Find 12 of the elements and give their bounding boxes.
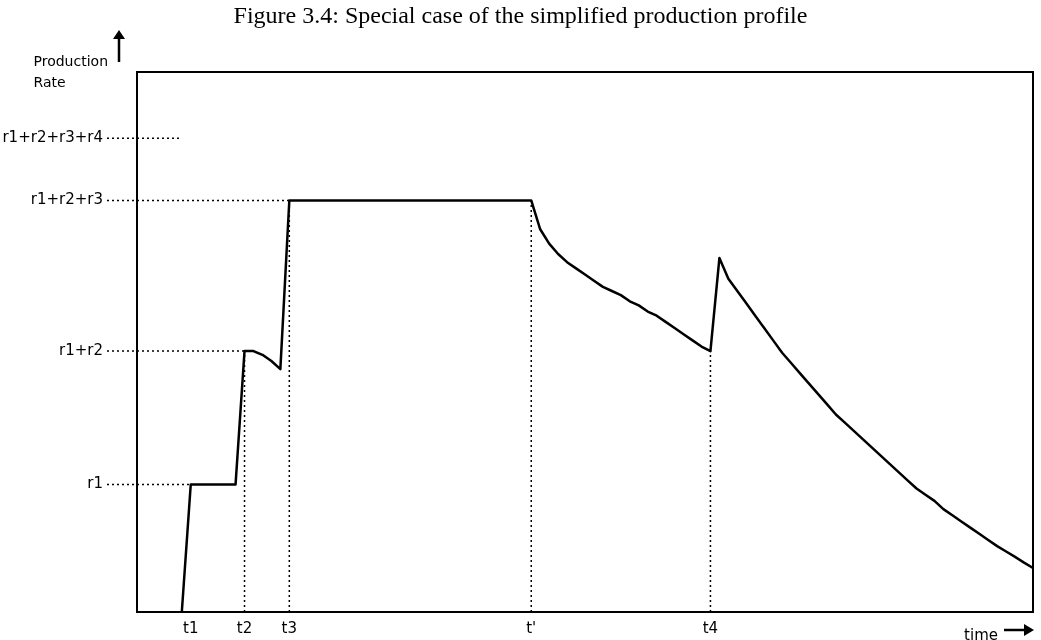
ref-line-label: r1+r2+r3 (30, 190, 103, 209)
ref-line-label: r1+r2+r3+r4 (2, 128, 103, 147)
x-tick-label: t1 (183, 618, 199, 637)
x-axis-title: time (964, 625, 998, 640)
x-tick-label: t' (526, 618, 537, 637)
chart-title: Figure 3.4: Special case of the simplified production profile (232, 1, 809, 30)
x-tick-label: t3 (281, 618, 298, 637)
x-tick-label: t2 (236, 618, 253, 637)
ref-line-label: r1+r2 (59, 340, 103, 359)
x-tick-label: t4 (702, 618, 719, 637)
text: Production Rate (33, 52, 108, 90)
ref-line-label: r1 (87, 474, 103, 493)
